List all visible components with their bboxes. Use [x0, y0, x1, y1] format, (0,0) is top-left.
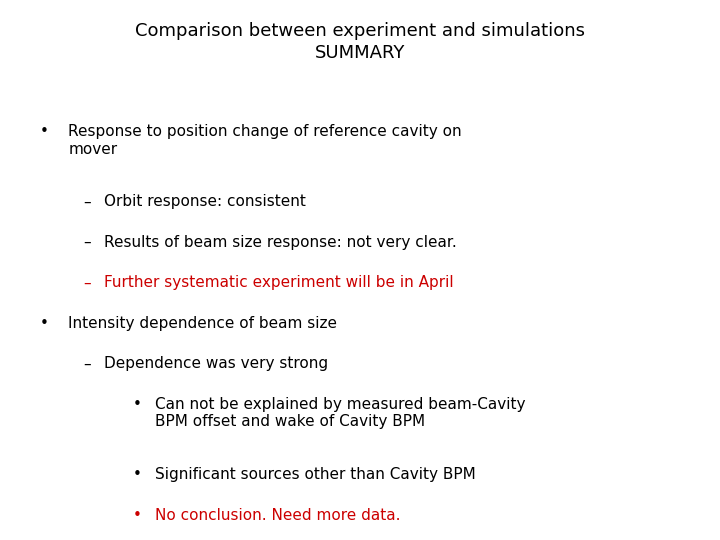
Text: •: •: [133, 508, 142, 523]
Text: Can not be explained by measured beam-Cavity
BPM offset and wake of Cavity BPM: Can not be explained by measured beam-Ca…: [155, 397, 526, 429]
Text: Intensity dependence of beam size: Intensity dependence of beam size: [68, 316, 338, 331]
Text: Significant sources other than Cavity BPM: Significant sources other than Cavity BP…: [155, 467, 475, 482]
Text: •: •: [133, 397, 142, 412]
Text: •: •: [40, 124, 48, 139]
Text: Dependence was very strong: Dependence was very strong: [104, 356, 328, 372]
Text: –: –: [83, 235, 91, 250]
Text: •: •: [40, 316, 48, 331]
Text: Further systematic experiment will be in April: Further systematic experiment will be in…: [104, 275, 454, 291]
Text: Results of beam size response: not very clear.: Results of beam size response: not very …: [104, 235, 457, 250]
Text: Orbit response: consistent: Orbit response: consistent: [104, 194, 306, 210]
Text: Comparison between experiment and simulations
SUMMARY: Comparison between experiment and simula…: [135, 22, 585, 63]
Text: •: •: [133, 467, 142, 482]
Text: No conclusion. Need more data.: No conclusion. Need more data.: [155, 508, 400, 523]
Text: –: –: [83, 275, 91, 291]
Text: Response to position change of reference cavity on
mover: Response to position change of reference…: [68, 124, 462, 157]
Text: –: –: [83, 356, 91, 372]
Text: –: –: [83, 194, 91, 210]
